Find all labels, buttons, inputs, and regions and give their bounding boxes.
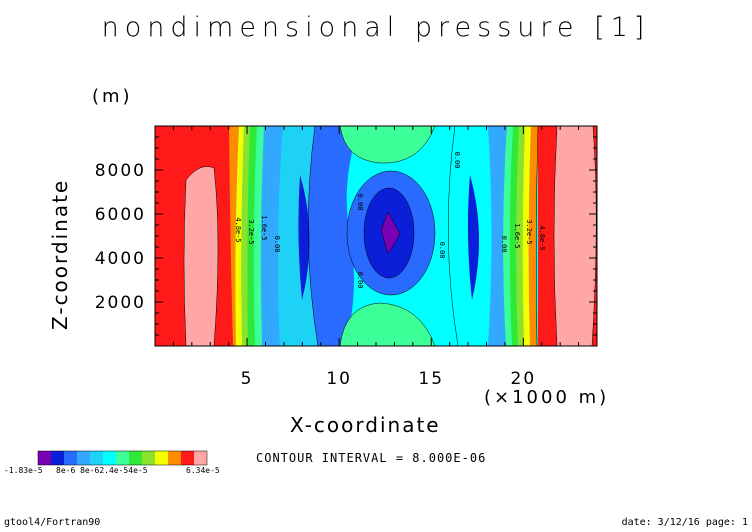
contour-band-bottom-mint	[339, 302, 436, 346]
contour-label: 1.6e-5	[513, 223, 521, 248]
contour-label: 3.2e-5	[247, 219, 255, 244]
colorbar-swatch	[90, 451, 103, 465]
colorbar-max-label: 6.34e-5	[186, 466, 220, 475]
colorbar-swatch	[142, 451, 155, 465]
contour-band-right-lightblue	[488, 126, 507, 346]
contour-label: 0.00	[356, 272, 364, 289]
contour-band-left-cyan	[278, 126, 318, 346]
contour-band-top-mint	[339, 126, 436, 164]
contour-band-left-yellow	[235, 126, 244, 346]
contour-band-left-orange	[229, 126, 239, 346]
x-tick-label: 10	[326, 369, 352, 389]
colorbar-swatch	[155, 451, 168, 465]
colorbar-mid-label: 8e-6 8e-62.4e-54e-5	[56, 466, 148, 475]
contour-interval-text: CONTOUR INTERVAL = 8.000E-06	[256, 451, 487, 465]
contour-band-left-blue	[308, 126, 360, 346]
axes-layer: 5 10 15 20 2000 4000 6000 8000	[95, 125, 598, 389]
x-tick-label: 20	[511, 369, 537, 389]
contour-band-left-green	[247, 126, 257, 346]
colorbar-swatch	[38, 451, 51, 465]
contour-label: 3.2e-5	[525, 219, 533, 244]
colorbar-min-label: -1.83e-5	[4, 466, 43, 475]
contour-fill-layer	[155, 126, 597, 346]
colorbar-swatch	[181, 451, 194, 465]
contour-band-right-mint	[503, 126, 513, 346]
colorbar-swatch	[64, 451, 77, 465]
colorbar-swatch	[168, 451, 181, 465]
contour-line	[307, 126, 319, 346]
contour-band-right-green	[509, 126, 519, 346]
x-axis-unit: (×1000 m)	[484, 387, 610, 408]
chart-title: nondimensional pressure [1]	[101, 12, 651, 43]
contour-label: 0.00	[453, 152, 461, 169]
x-axis-label: X-coordinate	[290, 413, 441, 437]
y-tick-label: 6000	[95, 205, 146, 225]
contour-band-left-lightgreen	[241, 126, 250, 346]
colorbar-swatch	[194, 451, 207, 465]
contour-label: 4.8e-5	[538, 225, 546, 250]
y-tick-label: 8000	[95, 161, 146, 181]
contour-line	[535, 126, 539, 346]
contour-band-center-purple	[380, 211, 401, 255]
colorbar-swatch	[51, 451, 64, 465]
colorbar-swatch	[77, 451, 90, 465]
contour-label-layer: 4.8e-5 3.2e-5 1.6e-5 0.00 0.00 0.00 0.00 0.00 0.…	[234, 152, 546, 289]
y-tick-label: 4000	[95, 249, 146, 269]
contour-band-right-lightgreen	[516, 126, 525, 346]
contour-band-left-darkblue	[298, 175, 310, 300]
contour-label: 0.00	[273, 236, 281, 253]
footer-program: gtool4/Fortran90	[4, 517, 101, 528]
colorbar-swatch	[129, 451, 142, 465]
colorbar-swatch	[103, 451, 116, 465]
x-tick-label: 15	[418, 369, 444, 389]
contour-label: 0.00	[356, 194, 364, 211]
colorbar-swatch	[116, 451, 129, 465]
footer-date-page: date: 3/12/16 page: 1	[621, 517, 748, 528]
contour-line	[447, 126, 459, 346]
contour-label: 1.6e-5	[260, 215, 268, 240]
colorbar-frame	[37, 450, 208, 466]
contour-band-right-orange	[528, 126, 539, 346]
x-tick-label: 5	[241, 369, 254, 389]
contour-band-left-mint	[253, 126, 264, 346]
contour-band-right-pink	[553, 126, 597, 346]
contour-label: 0.00	[438, 242, 446, 259]
contour-label: 4.8e-5	[234, 217, 242, 242]
contour-band-left-pink	[183, 166, 219, 346]
colorbar	[37, 450, 208, 466]
contour-band-right-yellow	[522, 126, 531, 346]
contour-band-right-darkblue	[467, 175, 480, 300]
y-tick-label: 2000	[95, 293, 146, 313]
y-axis-unit: (m)	[92, 86, 133, 107]
contour-label: 0.00	[500, 236, 508, 253]
contour-band-left-lightblue	[260, 126, 283, 346]
